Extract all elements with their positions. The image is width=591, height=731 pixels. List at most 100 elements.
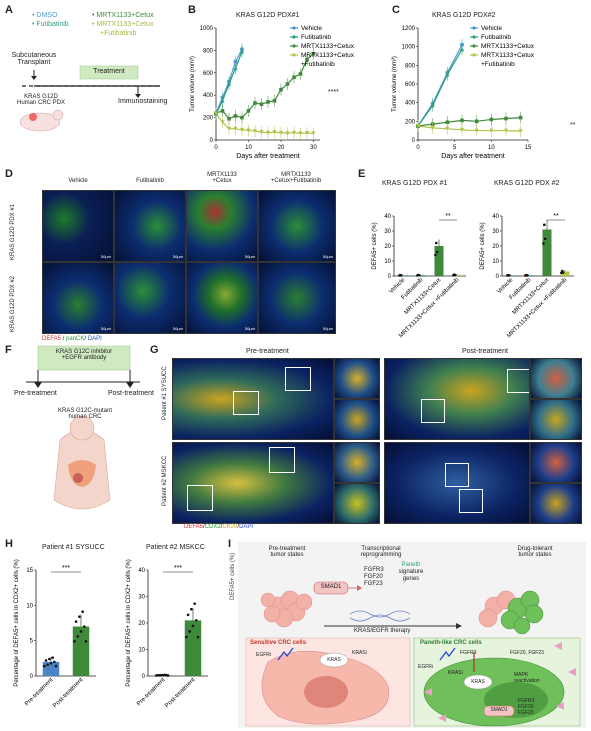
g-zoom-box — [187, 485, 213, 511]
y-tick-label: 200 — [203, 116, 214, 122]
g-zoom-box — [285, 367, 311, 391]
data-point — [233, 114, 238, 118]
pre-tumor-cluster — [260, 590, 313, 628]
data-dot — [543, 223, 546, 227]
g-img-p1-pre-zoom1 — [334, 358, 380, 399]
legend-label: +Futibatinib — [301, 61, 335, 68]
x-tick-label: Pre-treatment — [136, 677, 166, 707]
bar — [506, 275, 516, 276]
g-row-2: Patient #2 MSKCC — [162, 455, 168, 506]
y-axis-label: Percentage of DEFA5+ cells in CDX2+ cell… — [126, 559, 132, 686]
d-img-r2-c1: 50µm — [42, 262, 114, 334]
panel-b-sig: **** — [328, 89, 339, 96]
data-point — [305, 57, 309, 62]
data-point — [489, 128, 494, 133]
chart-b: 0 200 400 600 800 1000 0 10 20 30 Days after treat… — [190, 25, 355, 160]
legend-mrtx-cetux: • MRTX1133+Cetux — [92, 12, 154, 19]
panel-c-sig: ** — [570, 122, 576, 129]
data-point — [259, 130, 264, 135]
data-dot — [434, 253, 437, 257]
d-col-futibatinib: Futibatinib — [136, 178, 164, 184]
legend-label: MRTX1133+Cetux — [481, 43, 535, 50]
d-col-mrtx-cetux: MRTX1133 +Cetux — [207, 172, 237, 184]
legend-label: Vehicle — [481, 25, 502, 32]
y-tick-label: 10 — [138, 648, 145, 654]
g-zoom-box — [445, 463, 469, 487]
panel-c-letter: C — [392, 4, 400, 16]
g-img-p2-post-zoom2 — [530, 483, 582, 524]
fgf-ligand — [554, 642, 562, 650]
data-point — [240, 127, 244, 132]
y-tick-label: 40 — [384, 214, 391, 220]
data-dot — [542, 242, 545, 245]
data-dot — [53, 660, 56, 664]
i-egfri-sensitive: EGFRi — [256, 652, 271, 658]
data-point — [460, 127, 464, 132]
tolerant-tumor-cluster — [478, 590, 544, 635]
data-point — [233, 126, 238, 131]
data-point — [489, 117, 494, 122]
panel-b-title: KRAS G12D PDX#1 — [236, 12, 300, 19]
y-tick-label: 400 — [203, 93, 214, 99]
i-paneth-title: Paneth-like CRC cells — [420, 640, 482, 646]
y-tick-label: 0 — [496, 274, 500, 280]
kras-paneth — [463, 674, 493, 690]
y-tick-label: 800 — [405, 63, 416, 69]
y-tick-label: 0 — [142, 674, 146, 680]
y-axis-label: Tumor volume (mm³) — [190, 56, 196, 112]
y-tick-label: 10 — [384, 259, 391, 265]
series-line — [417, 44, 463, 127]
i-kras-paneth: KRAS — [471, 679, 485, 685]
data-point — [214, 111, 218, 116]
e-title-2: KRAS G12D PDX #2 — [494, 180, 560, 187]
legend-label: Futibatinib — [481, 34, 511, 41]
legend-marker — [472, 35, 476, 39]
data-point — [240, 115, 244, 120]
data-point — [266, 130, 270, 135]
data-dot — [453, 273, 457, 277]
g-stain-legend: DEFA5/CDX2/CK20/DAPI — [184, 524, 254, 530]
data-dot — [193, 602, 196, 605]
g-header-post: Post-treatment — [462, 348, 508, 355]
i-fgfr3-label: FGFR3 — [460, 650, 477, 656]
chart-e2: 010203040VehicleFutibatinibMRTX1133+Cetu… — [480, 213, 574, 339]
data-point — [311, 131, 316, 136]
y-tick-label: 30 — [384, 229, 391, 235]
data-dot — [54, 664, 58, 668]
i-egfri-paneth: EGFRi — [418, 664, 433, 670]
y-tick-label: 400 — [405, 101, 416, 107]
panel-d-letter: D — [5, 168, 13, 180]
data-point — [445, 72, 450, 77]
fgf-ligand — [568, 668, 576, 676]
sig-label: ** — [553, 213, 559, 220]
y-axis-label: DEFA5+ cells (%) — [480, 222, 486, 269]
data-dot — [73, 640, 76, 643]
y-tick-label: 30 — [138, 595, 145, 601]
x-tick-label: 10 — [488, 145, 495, 151]
data-point — [518, 129, 523, 134]
data-dot — [190, 607, 193, 611]
panel-f-letter: F — [5, 344, 12, 356]
data-dot — [46, 663, 49, 666]
y-tick-label: 600 — [405, 82, 416, 88]
data-dot — [48, 657, 51, 661]
g-img-p1-pre-zoom2 — [334, 399, 380, 440]
data-dot — [44, 659, 48, 662]
d-row-1: KRAS G12D PDX #1 — [10, 203, 16, 260]
i-therapy: KRAS/EGFR therapy — [354, 628, 411, 634]
legend-marker — [472, 44, 476, 48]
fgf-ligand — [556, 702, 564, 710]
y-tick-label: 200 — [405, 119, 416, 125]
data-dot — [191, 624, 195, 628]
data-point — [305, 131, 309, 136]
data-dot — [49, 661, 53, 665]
d-img-r1-c4: 50µm — [258, 190, 336, 262]
i-y-gap-label: DEFA5+ cells (%) — [230, 552, 236, 600]
data-point — [259, 102, 264, 106]
series-line — [215, 53, 314, 120]
y-tick-label: 0 — [30, 674, 34, 680]
f-model-label: KRAS G12C-mutant human CRC — [57, 408, 113, 420]
data-dot — [83, 625, 86, 628]
y-tick-label: 5 — [30, 639, 34, 645]
panel-i-letter: I — [228, 538, 232, 550]
